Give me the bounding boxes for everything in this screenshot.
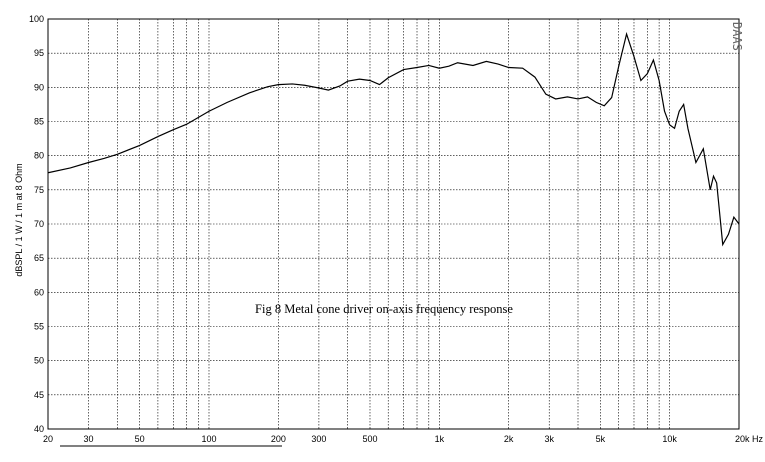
watermark-daas: DAAS	[730, 22, 744, 51]
y-tick-label: 60	[34, 287, 44, 297]
y-tick-label: 70	[34, 219, 44, 229]
x-tick-label: 200	[271, 434, 286, 444]
x-tick-label: 300	[311, 434, 326, 444]
y-tick-label: 50	[34, 356, 44, 366]
y-tick-label: 75	[34, 185, 44, 195]
x-tick-label: 100	[201, 434, 216, 444]
x-tick-label: 30	[84, 434, 94, 444]
y-tick-label: 40	[34, 424, 44, 434]
x-tick-label: 20k Hz	[735, 434, 764, 444]
x-tick-label: 20	[43, 434, 53, 444]
y-tick-label: 95	[34, 48, 44, 58]
y-axis-label: dBSPL / 1 W / 1 m at 8 Ohm	[14, 163, 24, 276]
y-tick-labels: 40 45 50 55 60 65 70 75 80 85 90 95 100	[29, 14, 44, 434]
x-tick-label: 3k	[544, 434, 554, 444]
y-tick-label: 90	[34, 82, 44, 92]
y-tick-label: 45	[34, 390, 44, 400]
y-tick-label: 85	[34, 117, 44, 127]
x-tick-label: 1k	[435, 434, 445, 444]
figure-annotation: Fig 8 Metal cone driver on-axis frequenc…	[255, 302, 513, 316]
frequency-response-line	[47, 31, 740, 247]
x-tick-label: 50	[135, 434, 145, 444]
x-tick-label: 5k	[596, 434, 606, 444]
y-tick-label: 65	[34, 253, 44, 263]
y-tick-label: 100	[29, 14, 44, 24]
x-tick-label: 500	[362, 434, 377, 444]
x-tick-label: 10k	[662, 434, 677, 444]
x-tick-labels: 20 30 50 100 200 300 500 1k 2k 3k 5k 10k 20k Hz	[43, 434, 764, 444]
grid-lines	[48, 19, 739, 429]
y-tick-label: 80	[34, 151, 44, 161]
x-tick-label: 2k	[504, 434, 514, 444]
y-tick-label: 55	[34, 322, 44, 332]
